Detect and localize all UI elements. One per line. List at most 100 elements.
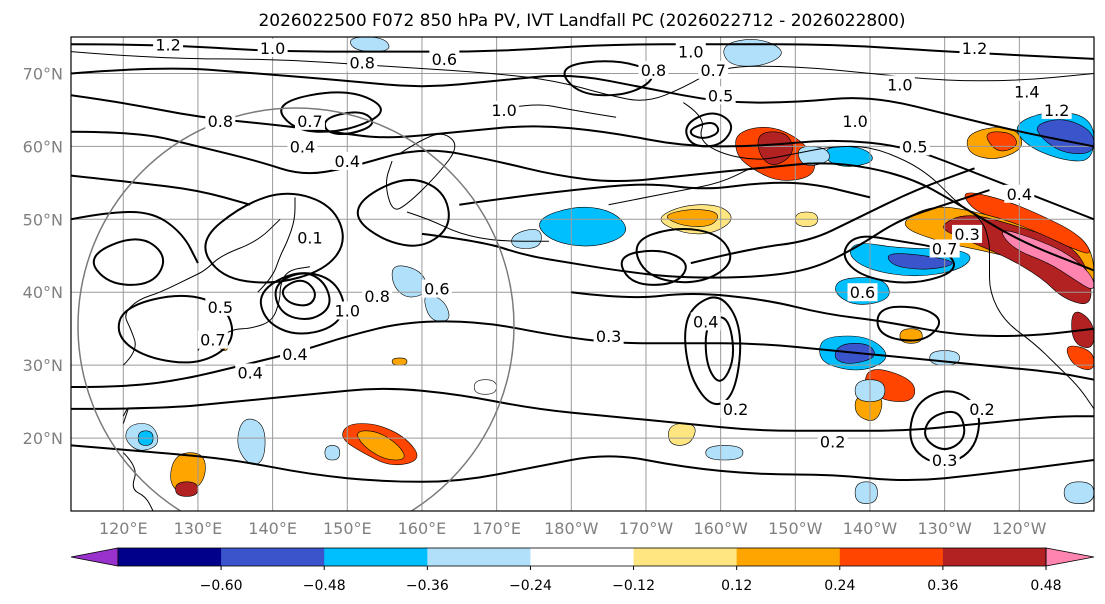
colorbar-tick-label: 0.12 [721, 578, 752, 594]
contour-line [684, 296, 742, 405]
coastline [122, 218, 281, 366]
contour-label: 1.2 [962, 39, 987, 58]
lon-tick-label: 160°E [398, 519, 447, 538]
contour-label: 0.4 [1007, 185, 1032, 204]
shading-blob [668, 423, 696, 446]
contour-label-bg [332, 301, 363, 320]
map-frame [70, 36, 1095, 512]
shading-blob [705, 445, 744, 461]
contour-label: 0.7 [932, 239, 957, 258]
shading-blob [1037, 119, 1094, 155]
shading-blob [1066, 345, 1094, 370]
contour-label: 0.2 [723, 400, 748, 419]
lon-tick-label: 160°W [693, 519, 748, 538]
contour-line [459, 181, 871, 206]
lat-tick-label: 30°N [23, 356, 63, 375]
map-panel: 1.2 1.00.8 0.6 1.00.8 0.70.51.21.0 1.41.20.8 0… [71, 35, 1094, 511]
coastline [406, 211, 549, 242]
contour-line [635, 228, 732, 284]
contour-label-bg [638, 60, 669, 79]
contour-label-bg [675, 42, 706, 61]
shading-blob [1002, 230, 1094, 289]
lon-tick-label: 150°W [768, 519, 823, 538]
contour-label: 0.3 [954, 225, 979, 244]
contour-label-bg [235, 363, 266, 382]
contour-label-bg [347, 53, 378, 72]
contour-label-bg [153, 37, 184, 54]
contour-line [843, 235, 955, 284]
contour-line [71, 130, 1094, 272]
lat-tick-label: 60°N [23, 137, 63, 156]
shading-blob [391, 265, 427, 298]
contour-line [71, 387, 1094, 432]
shading-blob [667, 209, 718, 227]
contour-line [421, 189, 990, 279]
shading-blob [757, 131, 793, 165]
contour-label-bg [294, 228, 325, 247]
contour-label: 1.4 [1014, 83, 1039, 102]
shading-blob [964, 192, 1090, 254]
contour-line [876, 305, 941, 342]
contour-line [259, 272, 345, 335]
contour-label-bg [1004, 184, 1035, 203]
contour-label-bg [817, 432, 848, 451]
contour-line [92, 238, 165, 286]
lon-tick-label: 130°E [174, 519, 223, 538]
contour-line [690, 167, 975, 265]
colorbar-segment [221, 548, 325, 566]
lat-tick-labels: 70°N 60°N 50°N 40°N 30°N 20°N [23, 64, 63, 448]
colorbar-tick-label: −0.24 [509, 578, 552, 594]
contour-label: 1.0 [491, 101, 516, 120]
shading-blob [511, 229, 542, 249]
lon-tick-label: 130°W [917, 519, 972, 538]
shading-blob [539, 206, 626, 247]
contour-label: 0.4 [290, 137, 315, 156]
contour-labels: 1.2 1.00.8 0.6 1.00.8 0.70.51.21.0 1.41.20.8 0… [153, 35, 1072, 470]
contour-label-bg [840, 111, 871, 130]
contour-label: 1.2 [155, 35, 180, 54]
contour-label: 0.2 [969, 400, 994, 419]
contour-label-bg [1041, 100, 1072, 119]
lon-tick-label: 170°W [619, 519, 674, 538]
contour-line [563, 60, 653, 97]
contour-label-bg [929, 450, 960, 469]
contour-label-bg [197, 330, 228, 349]
contour-label: 0.6 [432, 50, 457, 69]
contour-label-bg [884, 75, 915, 94]
contour-line [280, 91, 382, 133]
colorbar-tick-labels: −0.60 −0.48 −0.36 −0.24 −0.12 0.12 0.24 0.36 0.4… [200, 566, 1062, 594]
colorbar [70, 547, 1095, 567]
shading-blob [723, 39, 782, 67]
highlight-circle [77, 107, 515, 511]
contour-label-bg [421, 279, 452, 298]
colorbar-segment [633, 548, 738, 566]
colorbar-segment [736, 548, 841, 566]
contour-label-bg [429, 49, 460, 68]
coastline [122, 452, 154, 511]
contour-line [924, 410, 966, 451]
contour-label: 1.0 [887, 75, 912, 94]
colorbar-extend-max [1045, 547, 1095, 567]
contour-line [71, 210, 199, 264]
contour-line [356, 178, 450, 247]
shading-layer [125, 37, 1094, 505]
lon-tick-label: 140°E [248, 519, 297, 538]
contour-line [620, 249, 687, 286]
contour-label: 0.5 [708, 86, 733, 105]
contour-line [71, 444, 1094, 483]
contour-label: 0.8 [641, 61, 666, 80]
colorbar-segment [530, 548, 635, 566]
contour-label: 0.3 [596, 327, 621, 346]
contour-label: 0.6 [424, 280, 449, 299]
lon-tick-label: 180°W [544, 519, 599, 538]
contour-label-bg [205, 111, 236, 130]
contour-label-bg [847, 283, 878, 302]
contour-label: 0.4 [237, 363, 262, 382]
coastline [257, 197, 296, 293]
lon-tick-label: 120°E [99, 519, 148, 538]
colorbar-tick-label: −0.36 [406, 578, 449, 594]
contour-label: 1.0 [842, 112, 867, 131]
colorbar-segment [118, 548, 222, 566]
lat-tick-label: 50°N [23, 210, 63, 229]
